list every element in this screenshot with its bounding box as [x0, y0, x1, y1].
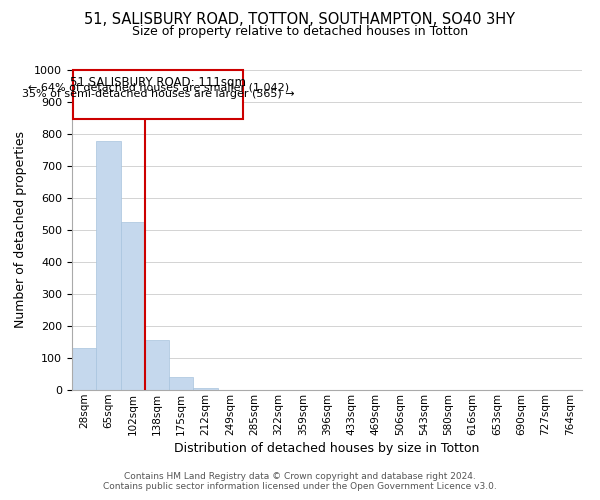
Bar: [169, 377, 193, 390]
Text: Size of property relative to detached houses in Totton: Size of property relative to detached ho…: [132, 25, 468, 38]
Text: 51 SALISBURY ROAD: 111sqm: 51 SALISBURY ROAD: 111sqm: [70, 76, 246, 90]
Text: 51, SALISBURY ROAD, TOTTON, SOUTHAMPTON, SO40 3HY: 51, SALISBURY ROAD, TOTTON, SOUTHAMPTON,…: [85, 12, 515, 28]
Text: Contains public sector information licensed under the Open Government Licence v3: Contains public sector information licen…: [103, 482, 497, 491]
Text: Contains HM Land Registry data © Crown copyright and database right 2024.: Contains HM Land Registry data © Crown c…: [124, 472, 476, 481]
Text: 35% of semi-detached houses are larger (565) →: 35% of semi-detached houses are larger (…: [22, 89, 295, 99]
X-axis label: Distribution of detached houses by size in Totton: Distribution of detached houses by size …: [175, 442, 479, 455]
Bar: [193, 388, 218, 390]
Text: ← 64% of detached houses are smaller (1,042): ← 64% of detached houses are smaller (1,…: [28, 83, 289, 93]
Bar: [72, 348, 96, 390]
Bar: [121, 222, 145, 390]
Bar: [145, 340, 169, 390]
Bar: [96, 141, 121, 390]
Y-axis label: Number of detached properties: Number of detached properties: [14, 132, 28, 328]
Bar: [73, 70, 243, 118]
